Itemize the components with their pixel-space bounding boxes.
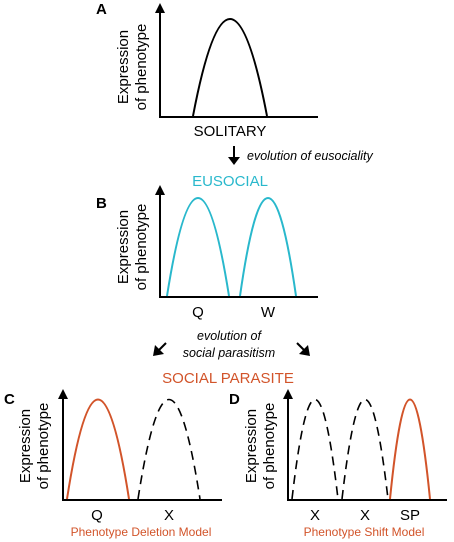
panel-c-category-q: Q — [91, 507, 103, 524]
panel-d: D Expression of phenotype X X SP Phenoty… — [229, 389, 447, 539]
panel-c-ylabel-line2: of phenotype — [35, 403, 52, 490]
panel-c-lost-curve — [137, 398, 201, 500]
panel-b-category-q: Q — [192, 304, 204, 321]
panel-c-queen-curve — [66, 398, 130, 500]
panel-a-letter: A — [96, 1, 107, 18]
panel-c-letter: C — [4, 391, 15, 408]
down-left-arrow-icon — [153, 345, 164, 356]
panel-a-ylabel-line2: of phenotype — [133, 24, 150, 111]
evolution-of-eusociality-label: evolution of eusociality — [247, 149, 374, 163]
panel-d-category-x1: X — [310, 507, 320, 524]
panel-b-title: EUSOCIAL — [192, 173, 268, 190]
down-right-arrow-icon — [299, 345, 310, 356]
panel-a-ylabel-line1: Expression — [115, 30, 132, 104]
panel-a: A Expression of phenotype SOLITARY — [96, 1, 318, 140]
panel-d-lost-curve-2 — [341, 399, 389, 500]
panel-c-category-x: X — [164, 507, 174, 524]
panel-b-category-w: W — [261, 304, 276, 321]
phenotype-deletion-model-label: Phenotype Deletion Model — [71, 525, 212, 539]
panel-b-queen-curve — [166, 197, 230, 297]
panel-b-letter: B — [96, 195, 107, 212]
eusociality-transition: evolution of eusociality — [228, 146, 374, 165]
evolution-of-label: evolution of — [197, 329, 262, 343]
panel-b: EUSOCIAL B Expression of phenotype Q W — [96, 173, 318, 321]
panel-c-ylabel-line1: Expression — [17, 409, 34, 483]
down-arrow-icon — [228, 157, 240, 165]
social-parasite-title: SOCIAL PARASITE — [162, 370, 294, 387]
panel-b-ylabel-line2: of phenotype — [133, 204, 150, 291]
panel-d-lost-curve-1 — [291, 399, 339, 500]
panel-d-category-x2: X — [360, 507, 370, 524]
panel-d-ylabel-line2: of phenotype — [261, 403, 278, 490]
panel-d-ylabel-line1: Expression — [243, 409, 260, 483]
panel-d-parasite-curve — [389, 398, 431, 500]
panel-c: C Expression of phenotype Q X Phenotype … — [4, 389, 222, 539]
panel-a-category-solitary: SOLITARY — [194, 123, 267, 140]
panel-b-ylabel-line1: Expression — [115, 210, 132, 284]
parasitism-transition: evolution of social parasitism SOCIAL PA… — [153, 329, 310, 387]
panel-d-category-sp: SP — [400, 507, 420, 524]
phenotype-shift-model-label: Phenotype Shift Model — [304, 525, 425, 539]
social-parasitism-label: social parasitism — [183, 346, 275, 360]
panel-a-solitary-curve — [192, 18, 268, 117]
panel-d-letter: D — [229, 391, 240, 408]
panel-b-worker-curve — [239, 197, 297, 297]
